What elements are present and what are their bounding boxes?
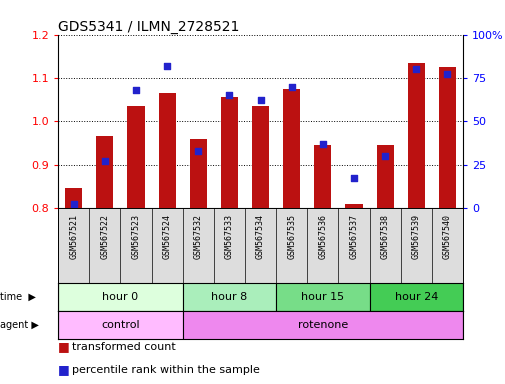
Text: GSM567532: GSM567532 bbox=[193, 214, 203, 259]
Text: GSM567538: GSM567538 bbox=[380, 214, 389, 259]
Text: GSM567534: GSM567534 bbox=[256, 214, 265, 259]
Bar bbox=[345, 204, 362, 208]
Bar bbox=[182, 283, 276, 311]
Point bbox=[442, 71, 450, 78]
Bar bbox=[158, 93, 175, 208]
Bar bbox=[58, 283, 182, 311]
Point bbox=[380, 153, 388, 159]
Bar bbox=[283, 89, 299, 208]
Point bbox=[70, 201, 78, 207]
Bar bbox=[438, 67, 455, 208]
Text: agent ▶: agent ▶ bbox=[0, 319, 39, 330]
Bar bbox=[221, 98, 237, 208]
Text: GSM567533: GSM567533 bbox=[225, 214, 233, 259]
Text: percentile rank within the sample: percentile rank within the sample bbox=[72, 365, 260, 375]
Text: GSM567536: GSM567536 bbox=[318, 214, 327, 259]
Point bbox=[412, 66, 420, 72]
Point bbox=[225, 92, 233, 98]
Bar bbox=[58, 311, 182, 339]
Text: time  ▶: time ▶ bbox=[0, 292, 36, 302]
Bar bbox=[96, 136, 113, 208]
Text: hour 0: hour 0 bbox=[102, 292, 138, 302]
Text: GSM567521: GSM567521 bbox=[69, 214, 78, 259]
Bar bbox=[376, 145, 393, 208]
Point bbox=[349, 175, 358, 182]
Text: ■: ■ bbox=[58, 363, 74, 376]
Text: rotenone: rotenone bbox=[297, 319, 347, 330]
Point bbox=[100, 158, 109, 164]
Text: GSM567537: GSM567537 bbox=[349, 214, 358, 259]
Bar bbox=[189, 139, 207, 208]
Text: transformed count: transformed count bbox=[72, 342, 176, 352]
Bar bbox=[314, 145, 331, 208]
Text: GSM567523: GSM567523 bbox=[131, 214, 140, 259]
Bar bbox=[276, 283, 369, 311]
Text: hour 8: hour 8 bbox=[211, 292, 247, 302]
Text: hour 24: hour 24 bbox=[394, 292, 437, 302]
Text: GSM567524: GSM567524 bbox=[162, 214, 171, 259]
Text: GSM567535: GSM567535 bbox=[287, 214, 295, 259]
Point bbox=[132, 87, 140, 93]
Text: GSM567539: GSM567539 bbox=[411, 214, 420, 259]
Bar bbox=[369, 283, 462, 311]
Text: GSM567522: GSM567522 bbox=[100, 214, 109, 259]
Bar bbox=[251, 106, 269, 208]
Text: control: control bbox=[101, 319, 139, 330]
Point bbox=[287, 83, 295, 89]
Text: GDS5341 / ILMN_2728521: GDS5341 / ILMN_2728521 bbox=[58, 20, 239, 33]
Point bbox=[256, 98, 264, 104]
Bar bbox=[127, 106, 144, 208]
Point bbox=[318, 141, 326, 147]
Bar bbox=[65, 189, 82, 208]
Text: hour 15: hour 15 bbox=[300, 292, 344, 302]
Text: GSM567540: GSM567540 bbox=[442, 214, 451, 259]
Point bbox=[163, 63, 171, 69]
Bar bbox=[407, 63, 424, 208]
Point bbox=[194, 148, 202, 154]
Bar bbox=[182, 311, 462, 339]
Text: ■: ■ bbox=[58, 340, 74, 353]
